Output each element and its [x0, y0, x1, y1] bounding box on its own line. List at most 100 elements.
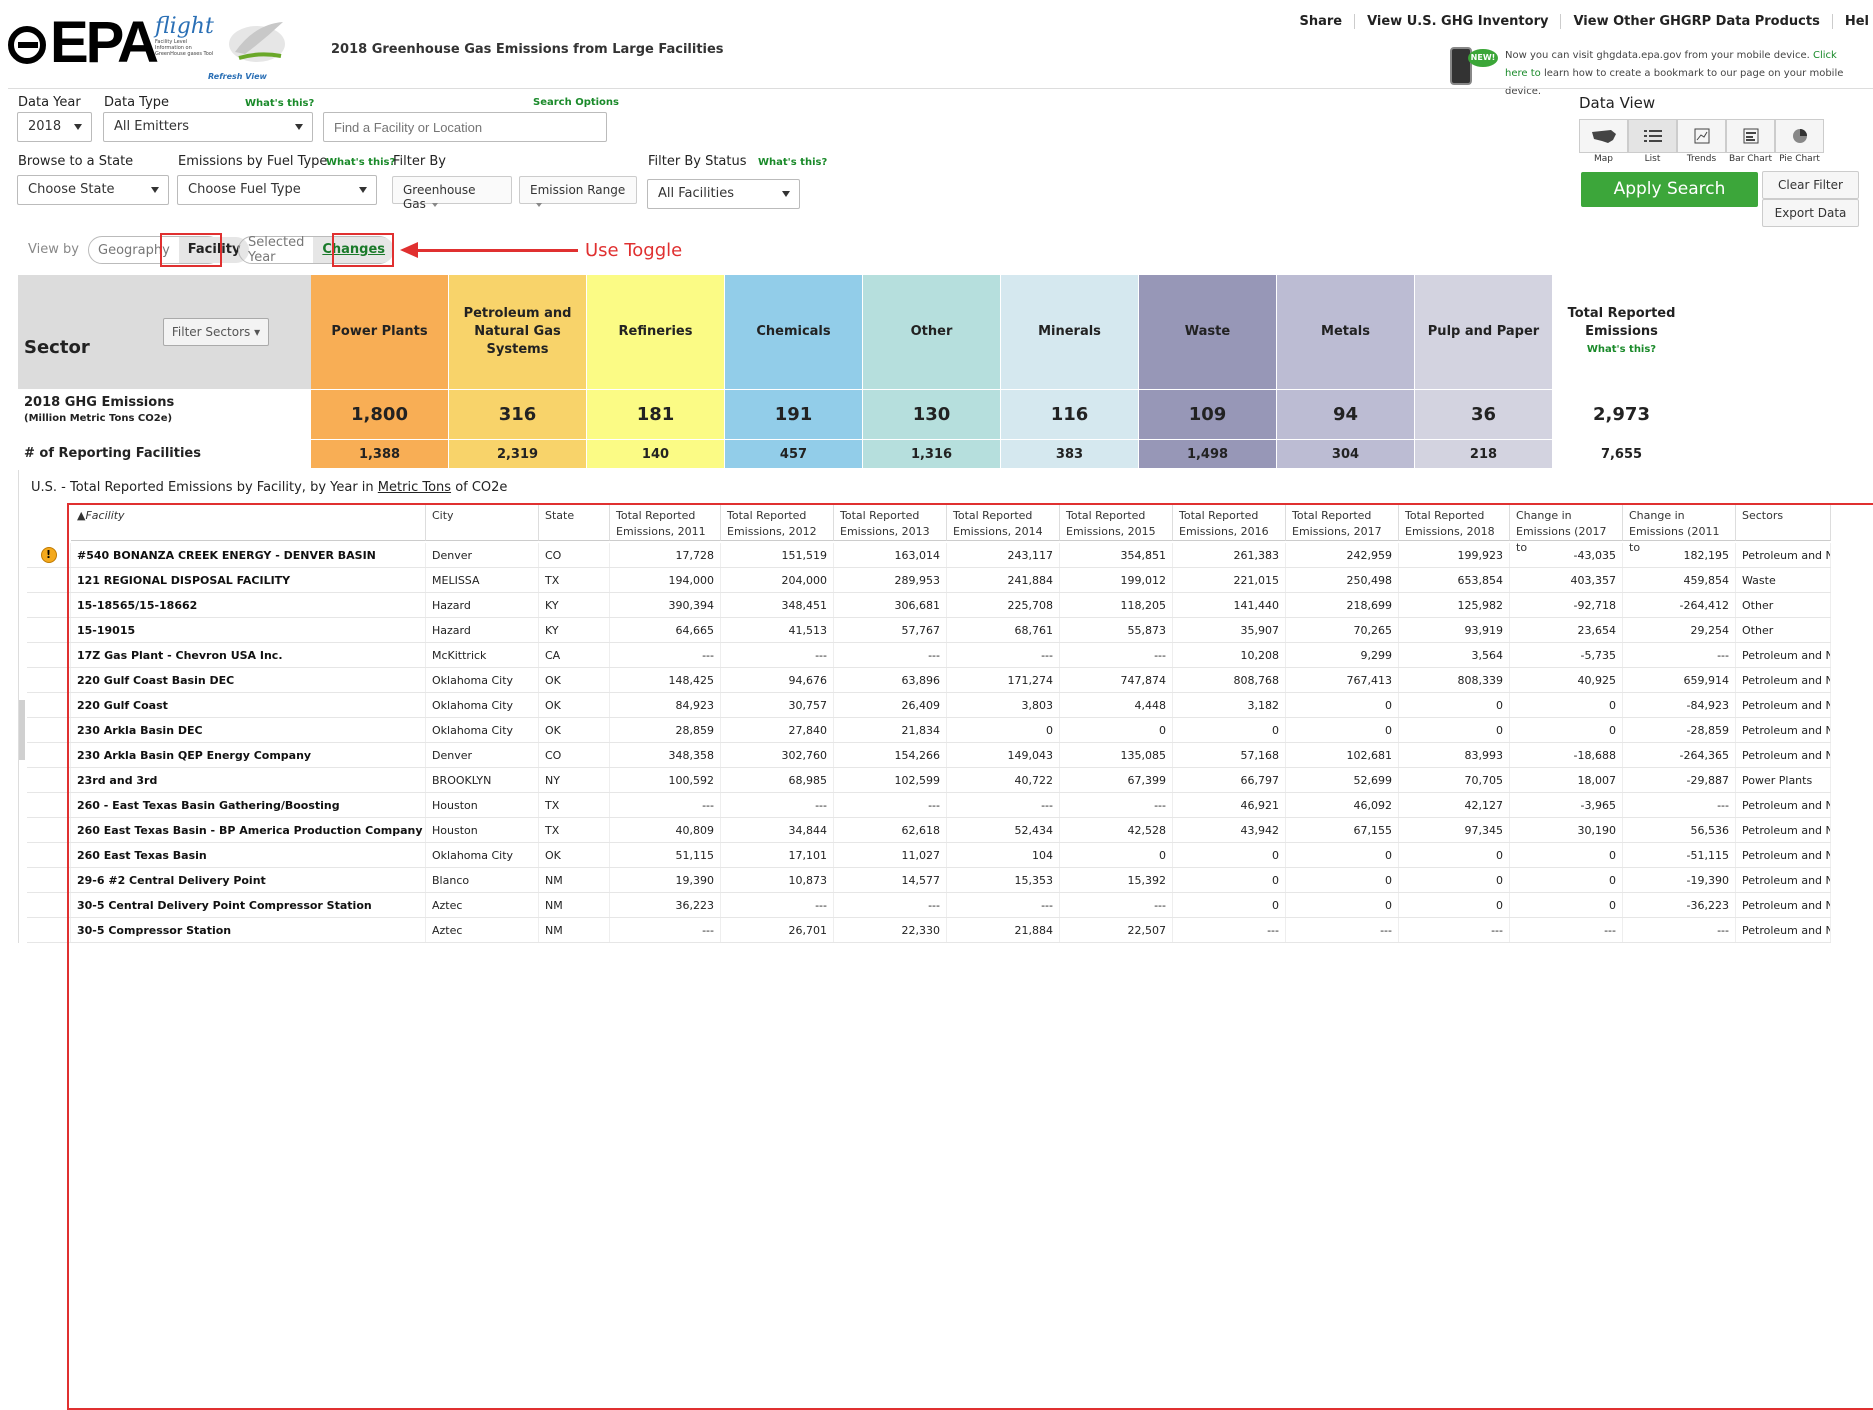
column-header[interactable]: ▲Facility: [71, 505, 426, 541]
table-row[interactable]: ! #540 BONANZA CREEK ENERGY - DENVER BASI…: [27, 543, 1831, 568]
facility-name-cell[interactable]: 30-5 Central Delivery Point Compressor S…: [71, 893, 426, 917]
facility-name-cell[interactable]: 230 Arkla Basin DEC: [71, 718, 426, 742]
column-header[interactable]: Sectors: [1736, 505, 1831, 541]
column-header[interactable]: City: [426, 505, 539, 541]
table-row[interactable]: 15-18565/15-18662 Hazard KY 390,394 348,451 3…: [27, 593, 1831, 618]
toggle-facility[interactable]: Facility: [178, 237, 250, 263]
table-row[interactable]: 30-5 Central Delivery Point Compressor S…: [27, 893, 1831, 918]
map-view-button[interactable]: [1579, 119, 1628, 153]
apply-search-button[interactable]: Apply Search: [1581, 172, 1758, 207]
header: EPA flight Facility Level Information on…: [0, 0, 1873, 97]
facility-name-cell[interactable]: #540 BONANZA CREEK ENERGY - DENVER BASIN: [71, 543, 426, 567]
fuel-whats[interactable]: What's this?: [326, 157, 396, 168]
caret-down-icon: [536, 202, 542, 207]
state-select[interactable]: Choose State: [17, 175, 169, 205]
column-header[interactable]: Total Reported Emissions, 2012: [721, 505, 834, 541]
emission-range-button[interactable]: Emission Range: [519, 176, 637, 207]
column-header[interactable]: Total Reported Emissions, 2016: [1173, 505, 1286, 541]
trends-view-button[interactable]: [1677, 119, 1726, 153]
clear-filter-button[interactable]: Clear Filter: [1762, 171, 1859, 199]
table-row[interactable]: 17Z Gas Plant - Chevron USA Inc. McKittri…: [27, 643, 1831, 668]
table-row[interactable]: 220 Gulf Coast Oklahoma City OK 84,923 30,75…: [27, 693, 1831, 718]
table-row[interactable]: 260 East Texas Basin - BP America Produc…: [27, 818, 1831, 843]
nav-share[interactable]: Share: [1287, 14, 1356, 29]
sector-column[interactable]: Power Plants 1,800 1,388: [311, 275, 448, 468]
table-row[interactable]: 260 - East Texas Basin Gathering/Boostin…: [27, 793, 1831, 818]
facility-name-cell[interactable]: 220 Gulf Coast: [71, 693, 426, 717]
table-row[interactable]: 220 Gulf Coast Basin DEC Oklahoma City OK 1…: [27, 668, 1831, 693]
fuel-type-select[interactable]: Choose Fuel Type: [177, 175, 377, 205]
sector-column[interactable]: Pulp and Paper 36 218: [1415, 275, 1552, 468]
facility-name-cell[interactable]: 220 Gulf Coast Basin DEC: [71, 668, 426, 692]
data-type-whats[interactable]: What's this?: [245, 98, 315, 109]
column-header[interactable]: State: [539, 505, 610, 541]
table-row[interactable]: 260 East Texas Basin Oklahoma City OK 51,11…: [27, 843, 1831, 868]
data-type-select[interactable]: All Emitters: [103, 112, 313, 142]
list-view-button[interactable]: [1628, 119, 1677, 153]
table-cell: ---: [1399, 918, 1510, 942]
column-header[interactable]: Total Reported Emissions, 2015: [1060, 505, 1173, 541]
sector-column[interactable]: Refineries 181 140: [587, 275, 724, 468]
greenhouse-gas-button[interactable]: Greenhouse Gas: [392, 176, 512, 211]
facility-name-cell[interactable]: 230 Arkla Basin QEP Energy Company: [71, 743, 426, 767]
warning-icon[interactable]: !: [40, 547, 57, 563]
table-row[interactable]: 15-19015 Hazard KY 64,665 41,513 57,767 68,761…: [27, 618, 1831, 643]
scrollbar[interactable]: [19, 700, 25, 760]
epa-logo[interactable]: EPA: [8, 14, 159, 72]
table-row[interactable]: 230 Arkla Basin DEC Oklahoma City OK 28,859…: [27, 718, 1831, 743]
bar-chart-view-button[interactable]: [1726, 119, 1775, 153]
facility-name-cell[interactable]: 17Z Gas Plant - Chevron USA Inc.: [71, 643, 426, 667]
facility-name-cell[interactable]: 121 REGIONAL DISPOSAL FACILITY: [71, 568, 426, 592]
sector-column[interactable]: Total Reported Emissions What's this? 2,97…: [1553, 275, 1690, 468]
export-data-button[interactable]: Export Data: [1762, 199, 1859, 227]
table-cell: 0: [1399, 893, 1510, 917]
column-header[interactable]: Change in Emissions (2017 to: [1510, 505, 1623, 554]
search-options-link[interactable]: Search Options: [533, 97, 620, 108]
facility-name-cell[interactable]: 29-6 #2 Central Delivery Point: [71, 868, 426, 892]
sector-column[interactable]: Chemicals 191 457: [725, 275, 862, 468]
facility-name-cell[interactable]: 260 East Texas Basin: [71, 843, 426, 867]
geography-facility-toggle[interactable]: Geography Facility: [88, 236, 250, 264]
sector-column[interactable]: Minerals 116 383: [1001, 275, 1138, 468]
sector-column[interactable]: Other 130 1,316: [863, 275, 1000, 468]
search-input[interactable]: [323, 112, 607, 142]
facility-name-cell[interactable]: 23rd and 3rd: [71, 768, 426, 792]
facility-name-cell[interactable]: 30-5 Compressor Station: [71, 918, 426, 942]
toggle-selected-year[interactable]: Selected Year: [248, 235, 305, 265]
nav-help[interactable]: Hel: [1844, 14, 1869, 29]
column-header[interactable]: Total Reported Emissions, 2011: [610, 505, 721, 541]
facility-name-cell[interactable]: 260 - East Texas Basin Gathering/Boostin…: [71, 793, 426, 817]
column-header[interactable]: Total Reported Emissions, 2013: [834, 505, 947, 541]
table-row[interactable]: 121 REGIONAL DISPOSAL FACILITY MELISSA TX 1…: [27, 568, 1831, 593]
column-header[interactable]: Total Reported Emissions, 2014: [947, 505, 1060, 541]
sector-column[interactable]: Metals 94 304: [1277, 275, 1414, 468]
status-whats[interactable]: What's this?: [758, 157, 828, 168]
sector-column[interactable]: Waste 109 1,498: [1139, 275, 1276, 468]
nav-ghg-inventory[interactable]: View U.S. GHG Inventory: [1355, 14, 1562, 29]
pie-chart-view-button[interactable]: [1775, 119, 1824, 153]
table-caption: U.S. - Total Reported Emissions by Facil…: [31, 480, 507, 495]
facility-name-cell[interactable]: 15-19015: [71, 618, 426, 642]
total-whats[interactable]: What's this?: [1586, 344, 1657, 355]
table-row[interactable]: 29-6 #2 Central Delivery Point Blanco NM 19…: [27, 868, 1831, 893]
column-header[interactable]: Change in Emissions (2011 to: [1623, 505, 1736, 554]
metric-tons-link[interactable]: Metric Tons: [377, 480, 452, 495]
sector-column[interactable]: Petroleum and Natural Gas Systems 316 2,31…: [449, 275, 586, 468]
data-year-select[interactable]: 2018: [17, 112, 92, 142]
flight-logo[interactable]: flight Facility Level Information on Gre…: [155, 14, 215, 57]
nav-other-products[interactable]: View Other GHGRP Data Products: [1561, 14, 1833, 29]
column-header[interactable]: Total Reported Emissions, 2018: [1399, 505, 1510, 541]
filter-sectors-button[interactable]: Filter Sectors ▾: [163, 318, 269, 346]
status-select[interactable]: All Facilities: [647, 179, 800, 209]
refresh-view-link[interactable]: Refresh View: [208, 72, 267, 81]
facility-name-cell[interactable]: 15-18565/15-18662: [71, 593, 426, 617]
toggle-geography[interactable]: Geography: [98, 242, 170, 258]
table-row[interactable]: 23rd and 3rd BROOKLYN NY 100,592 68,985 102,5…: [27, 768, 1831, 793]
table-row[interactable]: 230 Arkla Basin QEP Energy Company Denver…: [27, 743, 1831, 768]
year-changes-toggle[interactable]: Selected Year Changes: [238, 235, 395, 265]
facility-name-cell[interactable]: 260 East Texas Basin - BP America Produc…: [71, 818, 426, 842]
toggle-changes[interactable]: Changes: [313, 237, 395, 263]
mobile-link[interactable]: Click here to: [1505, 50, 1837, 79]
column-header[interactable]: Total Reported Emissions, 2017: [1286, 505, 1399, 541]
table-cell: 808,768: [1173, 668, 1286, 692]
